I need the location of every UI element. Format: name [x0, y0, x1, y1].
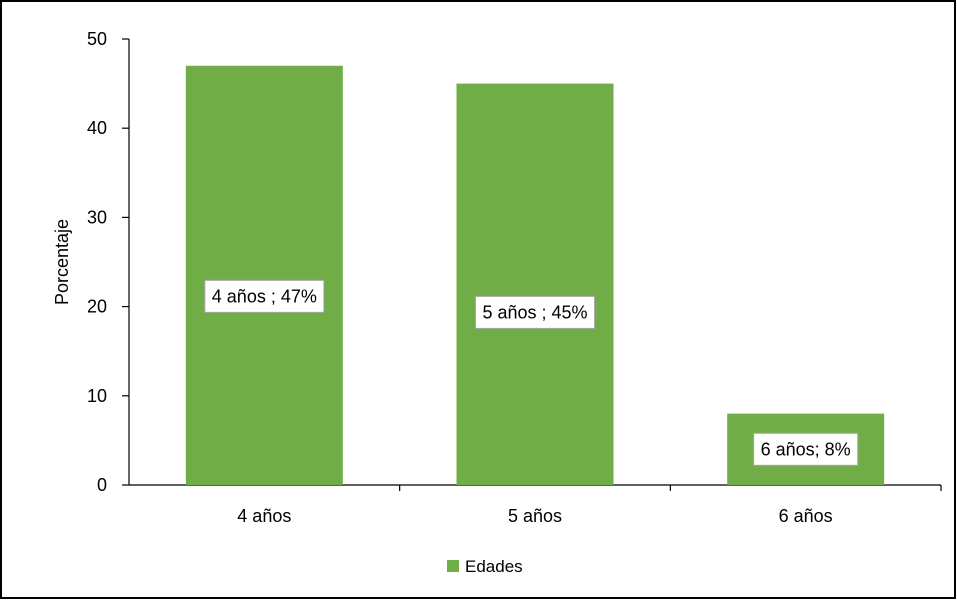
y-tick-label: 10 [87, 386, 107, 406]
bar [185, 65, 343, 485]
y-tick-label: 50 [87, 29, 107, 49]
y-tick-label: 20 [87, 297, 107, 317]
data-label-box [753, 432, 859, 466]
y-axis-title: Porcentaje [52, 219, 72, 305]
legend-label: Edades [465, 557, 523, 576]
data-label: 4 años ; 47% [204, 279, 325, 313]
y-axis: 0 10 20 30 40 50 [87, 29, 130, 495]
legend: Edades [447, 557, 523, 576]
bar [456, 83, 614, 485]
data-label-text: 5 años ; 45% [482, 302, 587, 322]
data-labels: 4 años ; 47% 5 años ; 45% 6 años; 8% [204, 279, 859, 466]
data-label-text: 6 años; 8% [761, 439, 851, 459]
y-tick-label: 0 [97, 475, 107, 495]
data-label-box [204, 279, 325, 313]
bars [185, 65, 885, 485]
y-tick-label: 30 [87, 207, 107, 227]
x-tick-label: 6 años [779, 506, 833, 526]
x-tick-label: 4 años [237, 506, 291, 526]
x-tick-label: 5 años [508, 506, 562, 526]
y-tick-label: 40 [87, 118, 107, 138]
data-label-box [474, 295, 596, 329]
data-label: 5 años ; 45% [474, 295, 596, 329]
legend-swatch [447, 560, 459, 572]
data-label-text: 4 años ; 47% [212, 286, 317, 306]
data-label: 6 años; 8% [753, 432, 859, 466]
